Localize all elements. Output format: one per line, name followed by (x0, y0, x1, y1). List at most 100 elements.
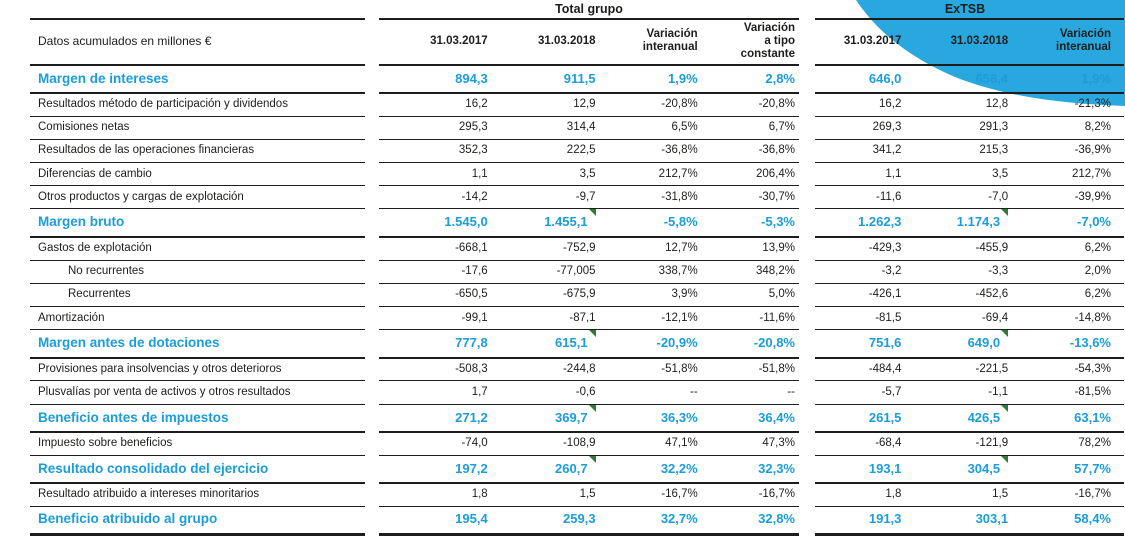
table-row: Comisiones netas 295,3 314,4 6,5% 6,7% 2… (30, 116, 1125, 140)
label-column-top-rule (30, 0, 365, 20)
table-row: Otros productos y cargas de explotación … (30, 186, 1125, 210)
row-label: Diferencias de cambio (38, 167, 152, 180)
row-label: Margen bruto (38, 214, 125, 230)
cell-ex-2017: -81,5 (875, 311, 902, 324)
cell-tg-var-interanual: 1,9% (668, 70, 698, 86)
change-flag-icon (1001, 330, 1009, 338)
cell-ex-var-interanual: -14,8% (1074, 311, 1111, 324)
cell-ex-var-interanual: 6,2% (1084, 242, 1111, 255)
cell-ex-2018: -221,5 (975, 362, 1009, 375)
change-flag-icon (588, 330, 596, 338)
cell-ex-2018: 1,5 (992, 488, 1009, 501)
cell-tg-var-interanual: -20,8% (661, 98, 698, 111)
header-tg-var-interanual: Variación interanual (642, 28, 698, 53)
cell-ex-var-interanual: -13,6% (1069, 335, 1111, 351)
row-label: Resultados de las operaciones financiera… (38, 144, 255, 157)
cell-tg-var-constante: -11,6% (759, 311, 795, 324)
cell-tg-2018: 3,5 (579, 167, 596, 180)
cell-tg-2017: 777,8 (455, 335, 488, 351)
cell-ex-var-interanual: -54,3% (1074, 362, 1111, 375)
total-grupo-title: Total grupo (555, 1, 623, 16)
cell-tg-2017: 1,8 (471, 488, 488, 501)
cell-tg-var-interanual: 338,7% (658, 265, 698, 278)
wave-decoration (856, 0, 1125, 106)
cell-tg-2017: -668,1 (455, 242, 488, 255)
header-ex-var-interanual: Variación interanual (1056, 28, 1111, 53)
row-label: Comisiones netas (38, 121, 130, 134)
table-row: Provisiones para insolvencias y otros de… (30, 358, 1125, 382)
cell-tg-2017: -508,3 (455, 362, 488, 375)
cell-ex-2018: 12,8 (985, 98, 1009, 111)
extsb-headers: 31.03.2017 31.03.2018 Variación interanu… (815, 18, 1124, 66)
cell-tg-2017: 1,1 (471, 167, 488, 180)
table-row: Resultados método de participación y div… (30, 93, 1125, 117)
cell-tg-var-constante: 206,4% (755, 167, 795, 180)
cell-tg-var-interanual: -20,9% (656, 335, 698, 351)
cell-tg-2018: 259,3 (563, 511, 596, 527)
cell-tg-2018: -9,7 (575, 190, 596, 203)
cell-ex-2017: -5,7 (881, 385, 902, 398)
cell-ex-var-interanual: -81,5% (1074, 385, 1111, 398)
cell-tg-var-constante: 2,8% (765, 70, 795, 86)
cell-tg-var-constante: 6,7% (768, 121, 795, 134)
table-row: Margen bruto 1.545,0 1.455,1 -5,8% -5,3%… (30, 209, 1125, 238)
cell-ex-var-interanual: 212,7% (1071, 167, 1111, 180)
table-row: Impuesto sobre beneficios -74,0 -108,9 4… (30, 432, 1125, 456)
cell-ex-2018: -455,9 (975, 242, 1009, 255)
cell-ex-2017: -68,4 (875, 437, 902, 450)
cell-tg-var-interanual: -31,8% (661, 190, 698, 203)
cell-tg-2017: 295,3 (458, 121, 488, 134)
cell-tg-var-constante: -20,8% (758, 98, 795, 111)
cell-ex-2017: 1,8 (885, 488, 902, 501)
cell-tg-2018: 369,7 (492, 404, 600, 425)
cell-tg-2018: 222,5 (566, 144, 596, 157)
change-flag-icon (588, 455, 596, 463)
cell-ex-2017: 1,1 (885, 167, 902, 180)
cell-ex-2017: 1.262,3 (858, 214, 902, 230)
cell-tg-var-constante: -51,8% (758, 362, 795, 375)
cell-tg-var-constante: -36,8% (758, 144, 795, 157)
cell-ex-2018: 291,3 (979, 121, 1009, 134)
cell-tg-2017: -74,0 (461, 437, 488, 450)
cell-tg-var-interanual: -- (690, 385, 698, 398)
cell-ex-2017: 269,3 (872, 121, 902, 134)
cell-tg-2018: -108,9 (562, 437, 596, 450)
cell-tg-var-constante: 13,9% (762, 242, 795, 255)
cell-tg-var-interanual: 36,3% (660, 409, 698, 425)
cell-ex-2018: 304,5 (905, 455, 1012, 476)
row-label: Plusvalías por venta de activos y otros … (38, 385, 291, 398)
cell-ex-2018: 658,4 (975, 70, 1009, 86)
row-label: Provisiones para insolvencias y otros de… (38, 362, 282, 375)
cell-tg-var-constante: 36,4% (758, 409, 795, 425)
table-row: Margen de intereses 894,3 911,5 1,9% 2,8… (30, 65, 1125, 94)
cell-ex-2018: 1.174,3 (905, 209, 1012, 229)
cell-tg-2017: -650,5 (455, 288, 488, 301)
cell-tg-var-interanual: -51,8% (661, 362, 698, 375)
cell-ex-2017: -429,3 (868, 242, 902, 255)
row-label: Beneficio antes de impuestos (38, 409, 229, 425)
cell-tg-2017: 197,2 (455, 460, 488, 476)
header-tg-2018: 31.03.2018 (538, 34, 596, 47)
cell-tg-2017: 271,2 (455, 409, 488, 425)
cell-tg-2018: -675,9 (562, 288, 596, 301)
cell-ex-var-interanual: -7,0% (1077, 214, 1111, 230)
cell-tg-2017: -17,6 (461, 265, 488, 278)
cell-ex-2018: -452,6 (975, 288, 1009, 301)
cell-tg-var-constante: -16,7% (758, 488, 795, 501)
group-titles-row: Total grupo ExTSB (30, 0, 1125, 20)
cell-tg-var-interanual: 12,7% (665, 242, 698, 255)
cell-tg-2017: 352,3 (458, 144, 488, 157)
table-row: Diferencias de cambio 1,1 3,5 212,7% 206… (30, 163, 1125, 187)
cell-tg-2017: 1.545,0 (444, 214, 488, 230)
cell-ex-2017: 751,6 (868, 335, 902, 351)
cell-tg-var-interanual: -36,8% (661, 144, 698, 157)
cell-ex-var-interanual: -16,7% (1074, 488, 1111, 501)
table-row: Plusvalías por venta de activos y otros … (30, 381, 1125, 405)
cell-tg-var-constante: 47,3% (762, 437, 795, 450)
cell-tg-2018: -0,6 (575, 385, 596, 398)
cell-ex-2017: 341,2 (872, 144, 902, 157)
cell-ex-2017: -426,1 (868, 288, 902, 301)
change-flag-icon (588, 209, 596, 217)
cell-ex-2017: 16,2 (879, 98, 902, 111)
